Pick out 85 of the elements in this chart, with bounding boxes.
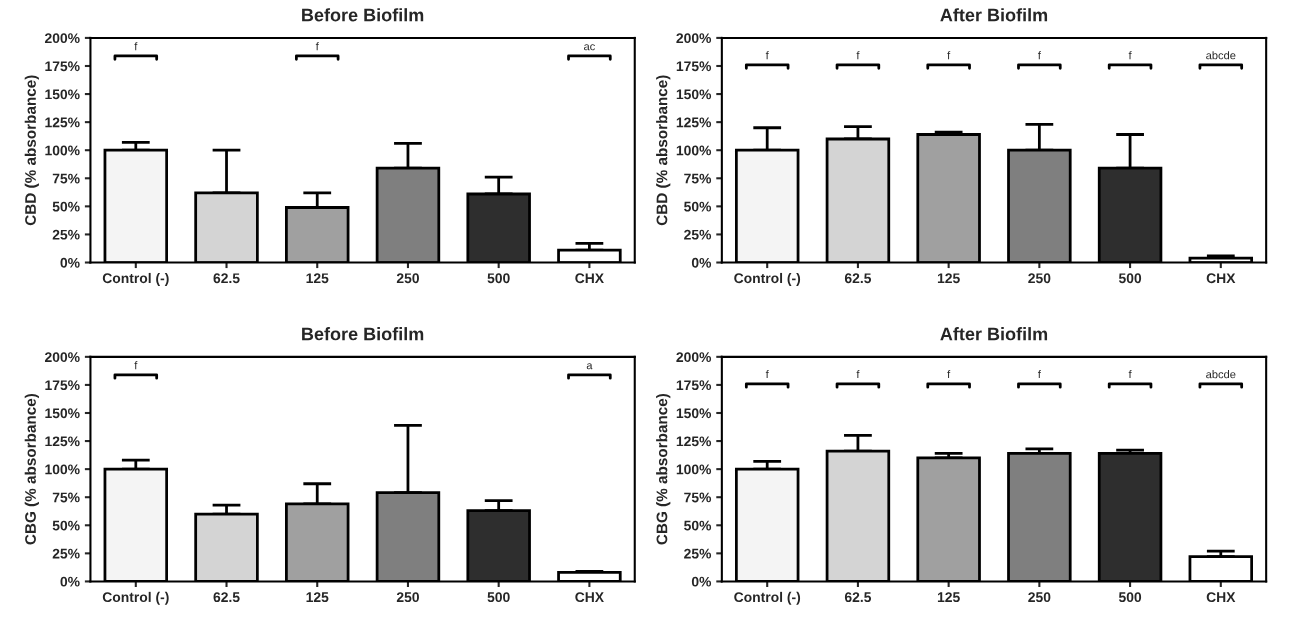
y-tick-label: 175% (676, 61, 712, 72)
y-tick-label: 175% (45, 380, 80, 391)
x-tick-label: 500 (487, 592, 510, 603)
chart-title: Before Biofilm (302, 8, 424, 22)
y-axis-title: CBD (% absorbance) (656, 75, 671, 226)
chart-title: After Biofilm (940, 327, 1048, 341)
y-tick-label: 200% (44, 33, 80, 44)
y-tick-label: 100% (676, 145, 712, 156)
annotation: abcde (1206, 51, 1236, 60)
annotation: f (1128, 370, 1132, 379)
y-tick-label: 150% (676, 408, 712, 419)
annotation: f (134, 361, 138, 370)
annotation: f (315, 42, 319, 51)
chart-title: After Biofilm (940, 8, 1048, 22)
x-tick-label: 125 (937, 273, 960, 284)
x-tick-label: 250 (396, 273, 419, 284)
y-tick-label: 25% (684, 229, 712, 240)
x-tick-label: CHX (575, 273, 604, 284)
y-tick-label: 125% (676, 117, 712, 128)
y-tick-label: 200% (676, 352, 712, 363)
annotation: f (1128, 51, 1132, 60)
annotation: f (856, 51, 860, 60)
y-tick-label: 100% (45, 464, 80, 475)
x-tick-label: 125 (306, 273, 329, 284)
y-tick-label: 125% (45, 436, 80, 447)
y-tick-label: 50% (684, 201, 712, 212)
y-tick-label: 150% (676, 89, 712, 100)
x-tick-label: 250 (1028, 592, 1051, 603)
annotation: f (765, 51, 769, 60)
annotation: f (947, 370, 951, 379)
y-tick-label: 0% (60, 576, 80, 587)
y-tick-label: 25% (684, 548, 712, 559)
y-tick-label: 25% (52, 229, 80, 240)
y-tick-label: 75% (684, 492, 712, 503)
annotation: f (765, 370, 769, 379)
x-tick-label: 125 (937, 592, 960, 603)
y-tick-label: 25% (52, 548, 80, 559)
y-tick-label: 50% (52, 201, 80, 212)
annotation: abcde (1206, 370, 1236, 379)
x-tick-label: Control (-) (734, 591, 801, 605)
x-tick-label: Control (-) (102, 272, 169, 286)
y-tick-label: 50% (52, 520, 80, 531)
y-tick-label: 150% (45, 89, 80, 100)
y-tick-label: 75% (684, 173, 712, 184)
annotation: f (947, 51, 951, 60)
y-tick-label: 0% (691, 576, 712, 587)
y-tick-label: 125% (45, 117, 80, 128)
y-tick-label: 75% (52, 492, 80, 503)
x-tick-label: 500 (1118, 273, 1142, 284)
x-tick-label: CHX (575, 592, 604, 603)
x-tick-label: 250 (396, 592, 419, 603)
x-tick-label: CHX (1206, 592, 1236, 603)
x-tick-label: 500 (1118, 592, 1142, 603)
y-tick-label: 0% (691, 257, 712, 268)
y-tick-label: 100% (676, 464, 712, 475)
annotation: f (1037, 51, 1041, 60)
x-tick-label: 62.5 (844, 273, 872, 284)
annotation: ac (584, 44, 595, 51)
x-tick-label: Control (-) (102, 591, 169, 605)
annotation: f (1037, 370, 1041, 379)
annotation: a (586, 363, 593, 370)
x-tick-label: Control (-) (734, 272, 801, 286)
x-tick-label: 62.5 (844, 592, 872, 603)
y-tick-label: 0% (60, 257, 80, 268)
y-tick-label: 200% (44, 352, 80, 363)
x-tick-label: 62.5 (213, 592, 240, 603)
x-tick-label: 500 (487, 273, 510, 284)
y-tick-label: 175% (45, 61, 80, 72)
y-axis-title: CBD (% absorbance) (24, 75, 39, 226)
annotation: f (134, 42, 138, 51)
x-tick-label: CHX (1206, 273, 1236, 284)
y-tick-label: 75% (52, 173, 80, 184)
y-tick-label: 100% (45, 145, 80, 156)
x-tick-label: 62.5 (213, 273, 240, 284)
annotation: f (856, 370, 860, 379)
y-tick-label: 175% (676, 380, 712, 391)
y-axis-title: CBG (% absorbance) (24, 393, 39, 545)
y-tick-label: 150% (45, 408, 80, 419)
x-tick-label: 125 (306, 592, 329, 603)
chart-title: Before Biofilm (302, 327, 424, 341)
y-tick-label: 125% (676, 436, 712, 447)
y-tick-label: 200% (676, 33, 712, 44)
x-tick-label: 250 (1028, 273, 1051, 284)
y-tick-label: 50% (684, 520, 712, 531)
y-axis-title: CBG (% absorbance) (656, 393, 671, 545)
